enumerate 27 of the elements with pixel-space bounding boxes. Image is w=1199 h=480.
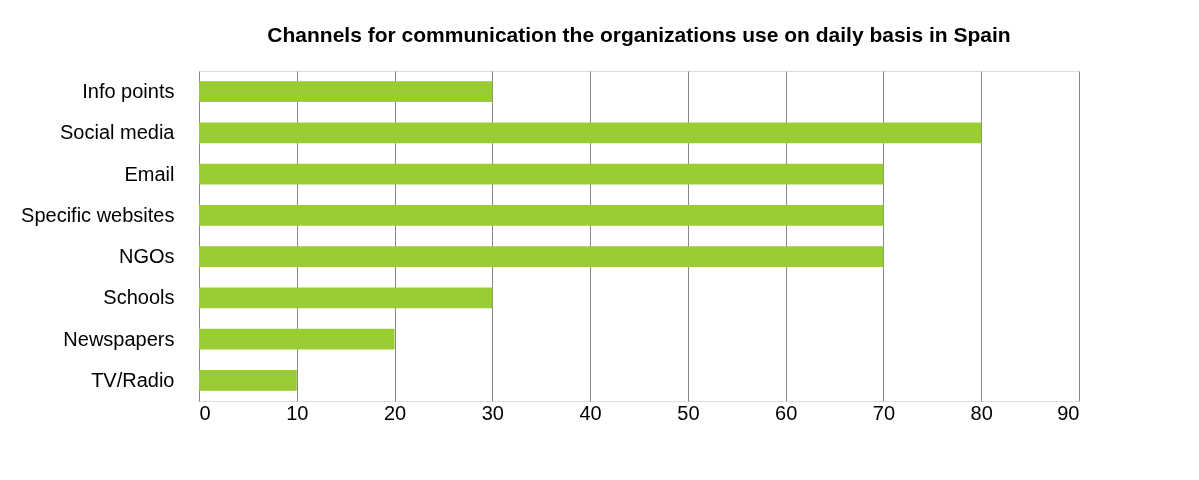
x-tick-label: 60: [775, 401, 798, 424]
chart-title: Channels for communication the organizations use on daily basis in Spain: [267, 23, 1011, 46]
y-tick-label: Specific websites: [21, 203, 175, 226]
y-tick-label: NGOs: [118, 245, 175, 268]
x-tick-label: 70: [872, 401, 896, 424]
bar: [199, 205, 884, 226]
bar: [199, 246, 884, 267]
x-tick-label: 80: [970, 401, 993, 424]
y-tick-label: TV/Radio: [91, 368, 175, 391]
x-tick-label: 50: [677, 401, 700, 424]
y-tick-label: Social media: [59, 121, 176, 144]
bar: [199, 328, 395, 350]
x-tick-label: 10: [286, 401, 309, 424]
y-tick-label: Info points: [82, 80, 175, 103]
y-tick-label: Email: [124, 162, 175, 185]
bar: [199, 163, 884, 185]
y-tick-label: Schools: [103, 286, 175, 309]
x-tick-label: 40: [579, 401, 602, 424]
bar: [199, 122, 982, 144]
x-tick-label: 30: [481, 401, 504, 424]
x-tick-label: 20: [383, 401, 407, 424]
bar: [199, 81, 493, 102]
x-tick-label: 90: [1057, 401, 1080, 424]
y-tick-label: Newspapers: [63, 327, 175, 350]
x-tick-label: 0: [199, 401, 211, 424]
bar: [199, 287, 493, 309]
bar: [199, 370, 297, 391]
